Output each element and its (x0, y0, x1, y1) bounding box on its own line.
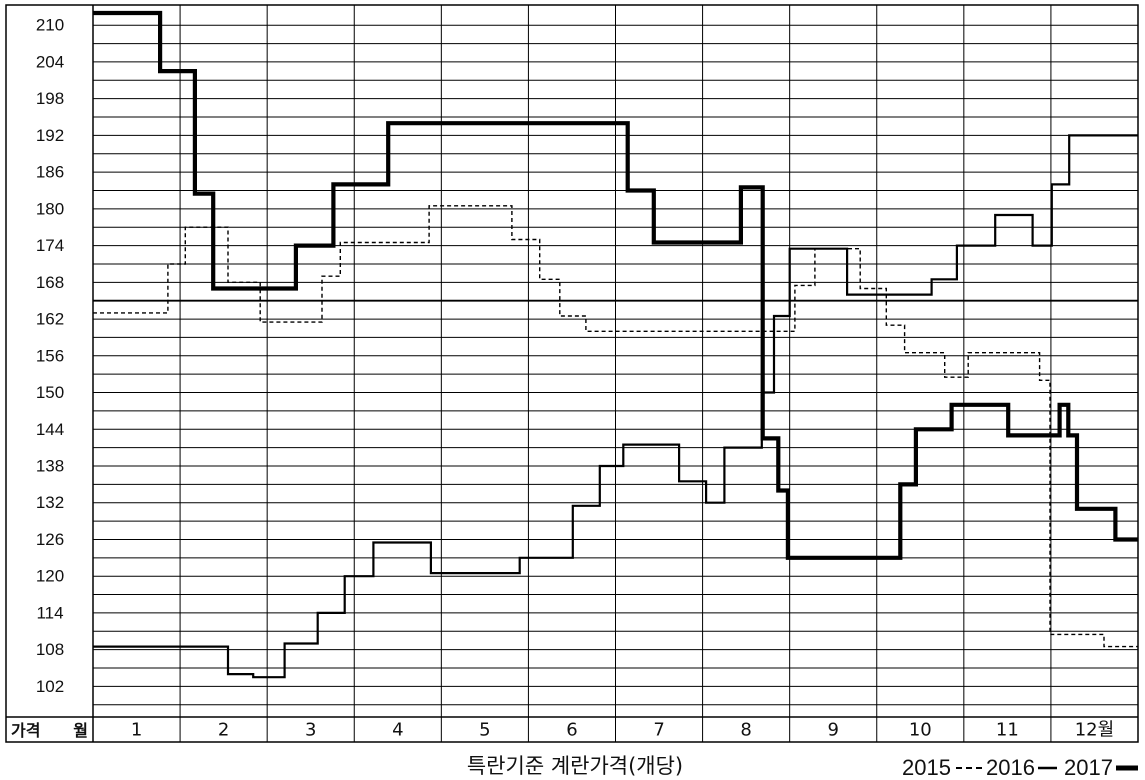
y-tick-label: 156 (36, 346, 64, 365)
y-tick-label: 132 (36, 493, 64, 512)
series-2017-line (93, 10, 1138, 560)
x-tick-label: 2 (218, 720, 229, 741)
y-tick-label: 210 (36, 16, 64, 35)
y-tick-label: 150 (36, 383, 64, 402)
x-tick-label: 3 (305, 720, 316, 741)
y-tick-label: 138 (36, 456, 64, 475)
grid (93, 5, 1138, 742)
x-tick-label: 9 (827, 720, 838, 741)
x-tick-label: 7 (653, 720, 664, 741)
series-2015-line (93, 205, 1138, 648)
chart-frame (5, 4, 1139, 743)
x-tick-label: 12월 (1075, 720, 1114, 741)
y-tick-label: 120 (36, 567, 64, 586)
y-tick-label: 180 (36, 199, 64, 218)
series-2016-line (93, 134, 1138, 679)
x-tick-label: 4 (392, 720, 403, 741)
x-tick-label: 1 (131, 720, 142, 741)
y-axis-tick-labels: 210 204 198 192 186 180 174 168 162 156 150 144 138 1… (36, 16, 64, 696)
y-tick-label: 198 (36, 89, 64, 108)
chart-title: 특란기준 계란가격(개당) (467, 754, 683, 778)
y-tick-label: 204 (36, 52, 64, 71)
y-tick-label: 168 (36, 273, 64, 292)
y-tick-label: 192 (36, 126, 64, 145)
legend-label-2015: 2015 (902, 755, 951, 780)
x-tick-label: 6 (566, 720, 577, 741)
x-axis-tick-labels: 1 2 3 4 5 6 7 8 9 10 11 12월 (131, 720, 1114, 741)
legend-label-2017: 2017 (1064, 755, 1113, 780)
y-tick-label: 108 (36, 640, 64, 659)
y-tick-label: 114 (36, 603, 63, 622)
y-tick-label: 162 (36, 310, 64, 329)
y-tick-label: 186 (36, 163, 64, 182)
x-tick-label: 8 (740, 720, 751, 741)
y-tick-label: 144 (36, 420, 64, 439)
legend: 2015 2016 2017 (902, 755, 1138, 780)
outer-frame (5, 4, 1139, 743)
x-tick-label: 10 (909, 720, 932, 741)
y-tick-label: 126 (36, 530, 64, 549)
y-axis-label: 가격 (11, 721, 40, 740)
y-tick-label: 174 (36, 236, 64, 255)
y-tick-label: 102 (36, 677, 64, 696)
series-lines (93, 10, 1138, 679)
x-tick-label: 11 (996, 720, 1019, 741)
x-axis-label: 월 (73, 721, 88, 740)
x-tick-label: 5 (479, 720, 490, 741)
legend-label-2016: 2016 (986, 755, 1035, 780)
